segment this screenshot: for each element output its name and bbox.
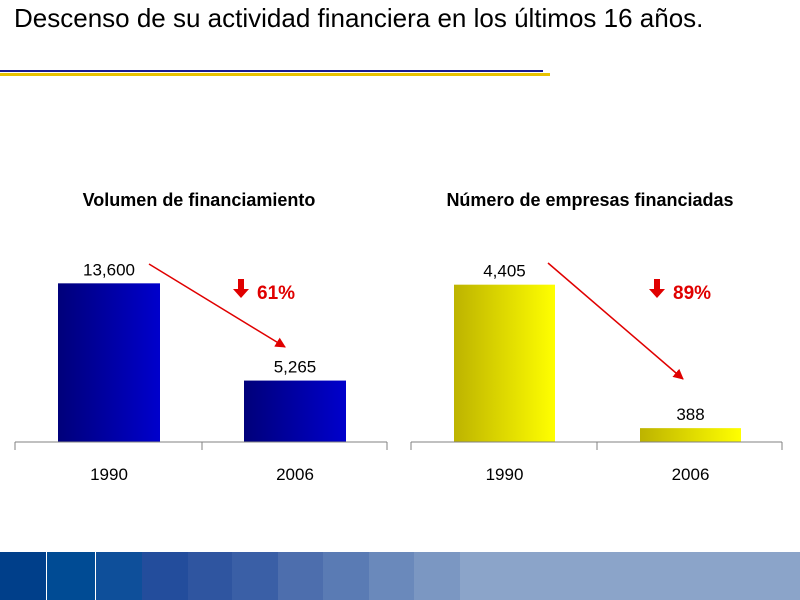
footer-band-segment: [278, 552, 324, 600]
chart-2-category-label-1990: 1990: [486, 465, 524, 484]
down-arrow-icon: [233, 279, 249, 298]
chart-2-value-label-2006: 388: [676, 405, 704, 424]
footer-band-segment: [141, 552, 188, 600]
chart-2-decline-percent: 89%: [673, 283, 711, 304]
chart-2-title: Número de empresas financiadas: [446, 190, 733, 210]
footer-band-segment: [459, 552, 800, 600]
chart-2-bar-1990: [454, 284, 555, 442]
chart-1-category-label-2006: 2006: [276, 465, 314, 484]
chart-2-bar-2006: [640, 428, 741, 442]
chart-1-bar-2006: [244, 380, 346, 442]
footer-band-segment: [323, 552, 370, 600]
chart-1-value-label-1990: 13,600: [83, 260, 135, 279]
chart-1-value-label-2006: 5,265: [274, 358, 317, 377]
footer-band-segment: [232, 552, 279, 600]
footer-band-segment: [187, 552, 233, 600]
chart-1-title: Volumen de financiamiento: [83, 190, 316, 210]
charts-canvas: Volumen de financiamiento 13,600 1990 5,265…: [14, 190, 783, 484]
chart-1-bar-1990: [58, 283, 160, 442]
footer-color-band: [0, 552, 800, 600]
footer-band-segment: [45, 552, 95, 600]
chart-2-value-label-1990: 4,405: [483, 262, 526, 281]
down-arrow-icon: [649, 279, 665, 298]
chart-1-category-label-1990: 1990: [90, 465, 128, 484]
chart-2-trend-arrow: [547, 262, 684, 380]
chart-2-category-label-2006: 2006: [672, 465, 710, 484]
footer-band-segment: [369, 552, 414, 600]
title-underline-blue: [0, 70, 543, 72]
chart-1-trend-arrow: [148, 263, 286, 348]
chart-1-decline-percent: 61%: [257, 283, 295, 304]
footer-band-segment: [94, 552, 142, 600]
slide-title: Descenso de su actividad financiera en l…: [14, 3, 704, 33]
footer-band-segment: [414, 552, 460, 600]
footer-band-segment: [0, 552, 46, 600]
title-underline-gold: [0, 73, 550, 76]
